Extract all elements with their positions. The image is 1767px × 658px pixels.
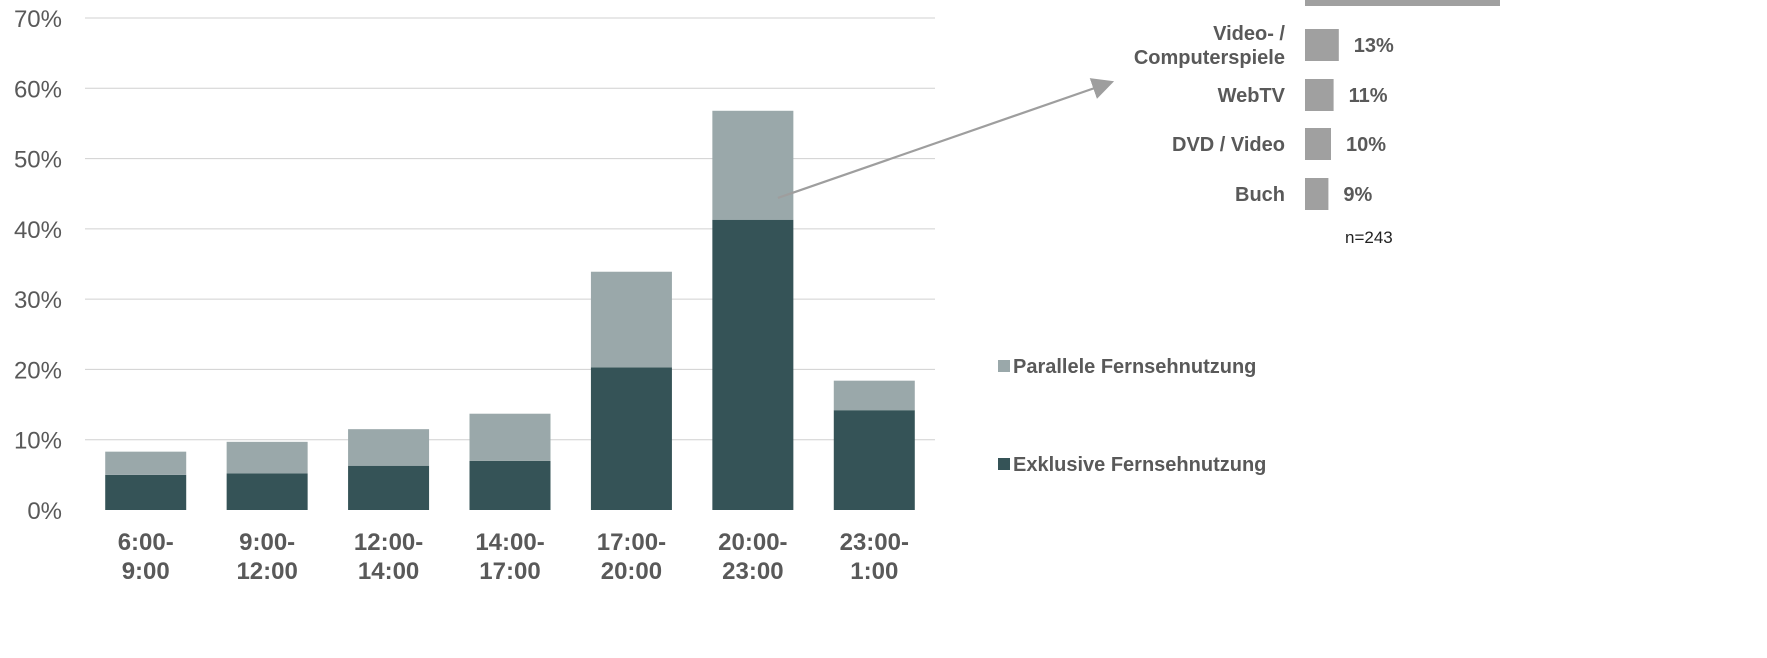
inset-category-label: Buch [1235,184,1285,206]
x-tick-label: 17:00 [479,558,540,585]
inset-value-label: 11% [1349,85,1388,107]
x-tick-label: 17:00- [597,529,666,556]
x-tick-label: 20:00 [601,558,662,585]
bar-exklusive-3 [469,460,551,510]
inset-category-label: Computerspiele [1134,47,1285,69]
y-tick-label: 10% [14,428,62,455]
inset-value-label: 9% [1343,184,1372,206]
x-tick-label: 23:00 [722,558,783,585]
x-tick-label: 14:00- [475,529,544,556]
inset-bar-3 [1305,128,1331,160]
x-tick-label: 6:00- [118,529,174,556]
legend-label: Parallele Fernsehnutzung [1013,356,1256,378]
bar-parallele-3 [469,413,551,461]
inset-category-label: Video- / [1213,23,1285,45]
x-tick-label: 9:00 [122,558,170,585]
y-tick-label: 60% [14,76,62,103]
inset-value-label: 75% [1515,0,1555,2]
bar-exklusive-0 [105,474,187,510]
x-tick-label: 12:00- [354,529,423,556]
inset-bar-1 [1305,29,1339,61]
y-tick-label: 70% [14,6,62,33]
inset-bar-0 [1305,0,1500,6]
bar-exklusive-4 [590,367,672,510]
y-tick-label: 50% [14,147,62,174]
x-tick-label: 23:00- [840,529,909,556]
bar-parallele-2 [348,429,430,466]
y-tick-label: 40% [14,217,62,244]
bar-exklusive-6 [833,410,915,510]
bar-parallele-4 [590,271,672,368]
legend-swatch [998,360,1010,372]
inset-bar-2 [1305,79,1334,111]
inset-bar-4 [1305,178,1329,210]
x-tick-label: 14:00 [358,558,419,585]
bar-parallele-5 [712,110,794,220]
inset-category-label: WebTV [1218,85,1286,107]
inset-value-label: 10% [1346,134,1386,156]
connector-arrow [777,78,1115,199]
bar-exklusive-2 [348,465,430,510]
legend-label: Exklusive Fernsehnutzung [1013,454,1266,476]
inset-value-label: 13% [1354,35,1394,57]
y-tick-label: 20% [14,357,62,384]
x-tick-label: 12:00 [236,558,297,585]
sample-size-note: n=243 [1345,228,1393,247]
x-tick-label: 1:00 [850,558,898,585]
bar-exklusive-1 [226,473,308,510]
bar-parallele-1 [226,441,308,474]
bar-exklusive-5 [712,219,794,510]
x-tick-label: 9:00- [239,529,295,556]
inset-category-label: Internet [1212,0,1286,2]
inset-category-label: DVD / Video [1172,134,1285,156]
y-tick-label: 30% [14,287,62,314]
bar-parallele-6 [833,380,915,411]
y-tick-label: 0% [27,498,62,525]
legend-swatch [998,458,1010,470]
x-tick-label: 20:00- [718,529,787,556]
bar-parallele-0 [105,451,187,475]
